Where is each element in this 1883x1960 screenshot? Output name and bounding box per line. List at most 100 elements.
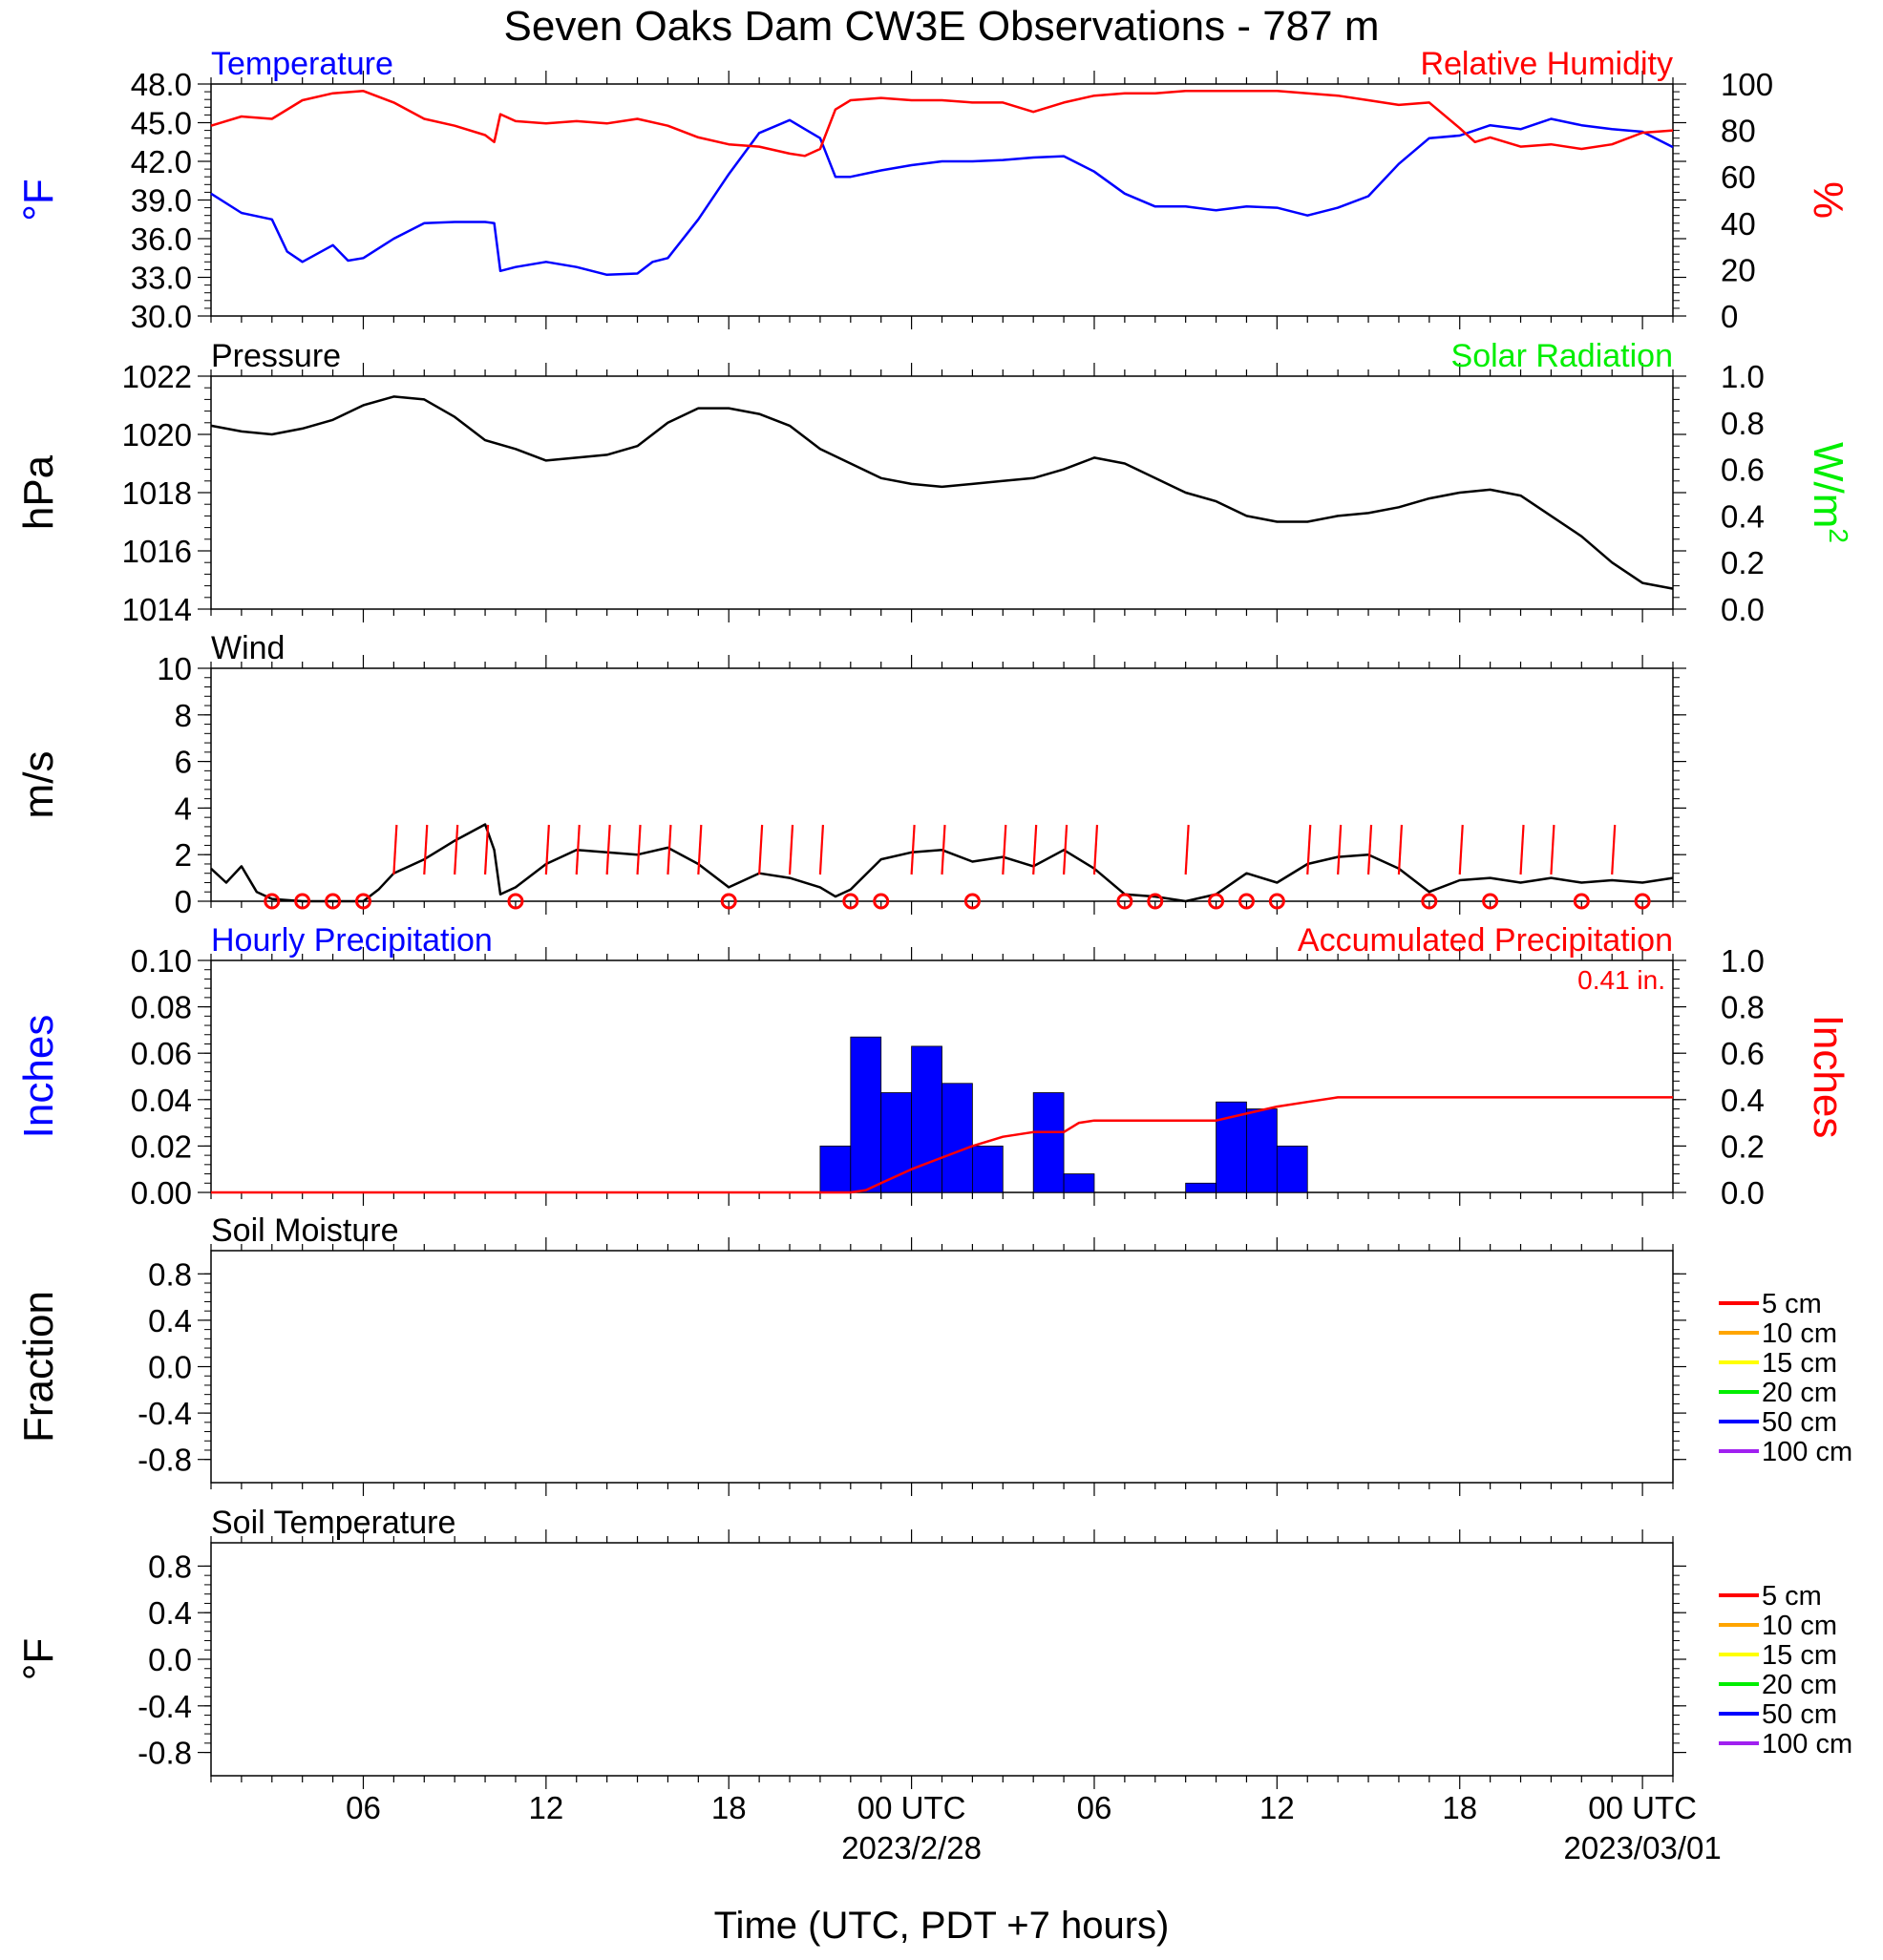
y-axis-label-left: °F	[15, 179, 62, 221]
y-tick-label-left: 0.04	[131, 1083, 192, 1118]
panel-title-right: Solar Radiation	[1451, 338, 1673, 374]
calm-wind-marker	[963, 893, 981, 910]
y-tick-label-left: 0	[175, 884, 192, 919]
wind-barb	[423, 824, 429, 875]
x-tick-date-label: 2023/2/28	[841, 1830, 982, 1865]
panel-title-left: Pressure	[211, 338, 341, 374]
y-tick-label-left: 33.0	[131, 261, 192, 296]
panel-frame	[210, 1542, 1674, 1777]
y-tick-label-right: 0.0	[1721, 1175, 1765, 1211]
y-axis-label-left: Fraction	[15, 1291, 62, 1443]
y-tick-label-right: 0.2	[1721, 1128, 1765, 1164]
figure-title: Seven Oaks Dam CW3E Observations - 787 m	[504, 3, 1380, 50]
y-axis-label-right-text: %	[1805, 181, 1851, 219]
wind-barb	[544, 824, 550, 875]
x-tick-label: 00 UTC	[1588, 1790, 1697, 1825]
wind-barb	[605, 824, 611, 875]
y-tick-label-left: 1014	[122, 592, 192, 627]
legend-label: 15 cm	[1762, 1640, 1837, 1671]
calm-wind-marker	[720, 893, 737, 910]
panel-temp-rh: 48.0 45.042.0 39.036.0 33.030.0 100 80 60 40 20 0…	[15, 46, 1851, 334]
y-tick-label-left: 0.06	[131, 1036, 192, 1071]
panel-title-left: Soil Moisture	[211, 1212, 399, 1249]
y-tick-label-left: 48.0	[131, 67, 192, 102]
wind-barb	[1366, 824, 1373, 875]
y-axis-label-right-text: Inches	[1805, 1015, 1851, 1139]
precip-bar	[911, 1045, 942, 1193]
wind-barb	[1002, 824, 1007, 875]
y-tick-label-left: 0.08	[131, 990, 192, 1025]
y-tick-label-left: 6	[175, 745, 192, 780]
panel-frame	[210, 83, 1674, 317]
total-precip-label: 0.41 in.	[1577, 965, 1665, 995]
precip-bar	[1185, 1182, 1217, 1193]
precip-bar	[1032, 1092, 1065, 1193]
y-axis-label-right: %	[1805, 181, 1851, 219]
panel-title-right: Accumulated Precipitation	[1298, 922, 1673, 959]
calm-wind-marker	[1116, 893, 1133, 910]
y-tick-label-right: 0.0	[1721, 592, 1765, 627]
calm-wind-marker	[1634, 893, 1651, 910]
plot-area	[210, 823, 1674, 910]
panel-precipitation: 0.10 0.08 0.06 0.04 0.02 0.00 1.0 0.8 0.6 0.4 0.2 0…	[15, 922, 1851, 1211]
calm-wind-marker	[1147, 893, 1164, 910]
series-line-accumulated-precipitation	[211, 1096, 1673, 1194]
y-tick-label-left: 0.10	[131, 943, 192, 979]
x-tick-label: 18	[1442, 1790, 1477, 1825]
calm-wind-marker	[1421, 893, 1438, 910]
precip-bar	[971, 1146, 1004, 1193]
y-tick-label-left: 30.0	[131, 299, 192, 334]
y-tick-label-left: 0.4	[148, 1595, 192, 1631]
x-tick-label: 06	[1077, 1790, 1112, 1825]
legend-label: 15 cm	[1762, 1348, 1837, 1379]
wind-barb	[1092, 824, 1099, 875]
x-tick-date-label: 2023/03/01	[1564, 1830, 1722, 1865]
series-line-pressure	[210, 395, 1674, 590]
legend-label: 20 cm	[1762, 1378, 1837, 1408]
wind-barb	[483, 824, 490, 875]
calm-wind-marker	[507, 893, 524, 910]
y-axis-label-left: °F	[15, 1638, 62, 1680]
wind-barb	[1550, 824, 1555, 875]
y-tick-label-left: 1016	[122, 534, 192, 569]
y-tick-label-right: 0.4	[1721, 498, 1765, 534]
y-axis-label-left: hPa	[15, 454, 62, 530]
plot-area	[210, 395, 1674, 590]
precip-bar	[819, 1146, 852, 1193]
panel-title-left: Wind	[211, 630, 285, 666]
y-tick-label-left: 4	[175, 790, 192, 826]
wind-barb	[1519, 824, 1525, 875]
panels: 48.045.042.039.036.033.030.0100806040200…	[15, 46, 1853, 1789]
y-tick-label-right: 1.0	[1721, 943, 1765, 979]
calm-wind-marker	[1238, 893, 1255, 910]
x-axis-label: Time (UTC, PDT +7 hours)	[714, 1905, 1170, 1947]
y-tick-label-left: 10	[157, 651, 192, 686]
calm-wind-marker	[873, 893, 890, 910]
y-tick-label-left: -0.8	[138, 1736, 192, 1771]
wind-barb	[1184, 824, 1190, 875]
x-tick-label: 12	[1259, 1790, 1295, 1825]
wind-barb	[1397, 824, 1404, 875]
y-tick-label-left: 0.8	[148, 1549, 192, 1584]
legend-label: 100 cm	[1762, 1437, 1852, 1467]
wind-barb	[1611, 824, 1617, 875]
time-axis: 06 12 18 00 UTC 2023/2/28 06 12 18 00 UTC 2023/03…	[346, 1790, 1722, 1865]
series-line-relative-humidity	[210, 90, 1674, 158]
y-tick-label-left: 1022	[122, 359, 192, 394]
wind-barb	[941, 824, 946, 875]
calm-wind-marker	[842, 893, 859, 910]
y-tick-label-left: -0.8	[138, 1443, 192, 1478]
legend-label: 50 cm	[1762, 1699, 1837, 1730]
panel-title-left: Temperature	[211, 46, 393, 82]
legend-label: 20 cm	[1762, 1670, 1837, 1700]
wind-barb	[392, 824, 398, 875]
y-tick-label-left: 1020	[122, 417, 192, 453]
y-tick-label-right: 0.4	[1721, 1083, 1765, 1118]
y-tick-label-left: -0.4	[138, 1689, 192, 1724]
y-tick-label-right: 60	[1721, 159, 1756, 195]
x-tick-label: 06	[346, 1790, 381, 1825]
precip-bar	[850, 1036, 882, 1193]
